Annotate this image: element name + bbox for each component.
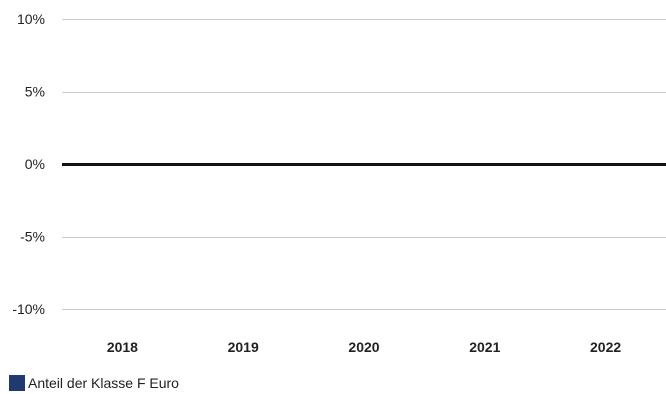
y-tick-label: 10% [17,11,45,27]
legend: Anteil der Klasse F Euro [9,374,179,392]
y-tick-label: 5% [25,84,45,100]
legend-swatch [9,375,25,391]
x-tick-label: 2021 [469,339,500,355]
legend-label: Anteil der Klasse F Euro [28,375,179,391]
x-tick-label: 2020 [348,339,379,355]
y-tick-label: -10% [12,301,45,317]
y-tick-label: -5% [20,229,45,245]
x-tick-label: 2018 [107,339,138,355]
x-tick-label: 2022 [590,339,621,355]
y-tick-label: 0% [25,156,45,172]
x-tick-label: 2019 [228,339,259,355]
